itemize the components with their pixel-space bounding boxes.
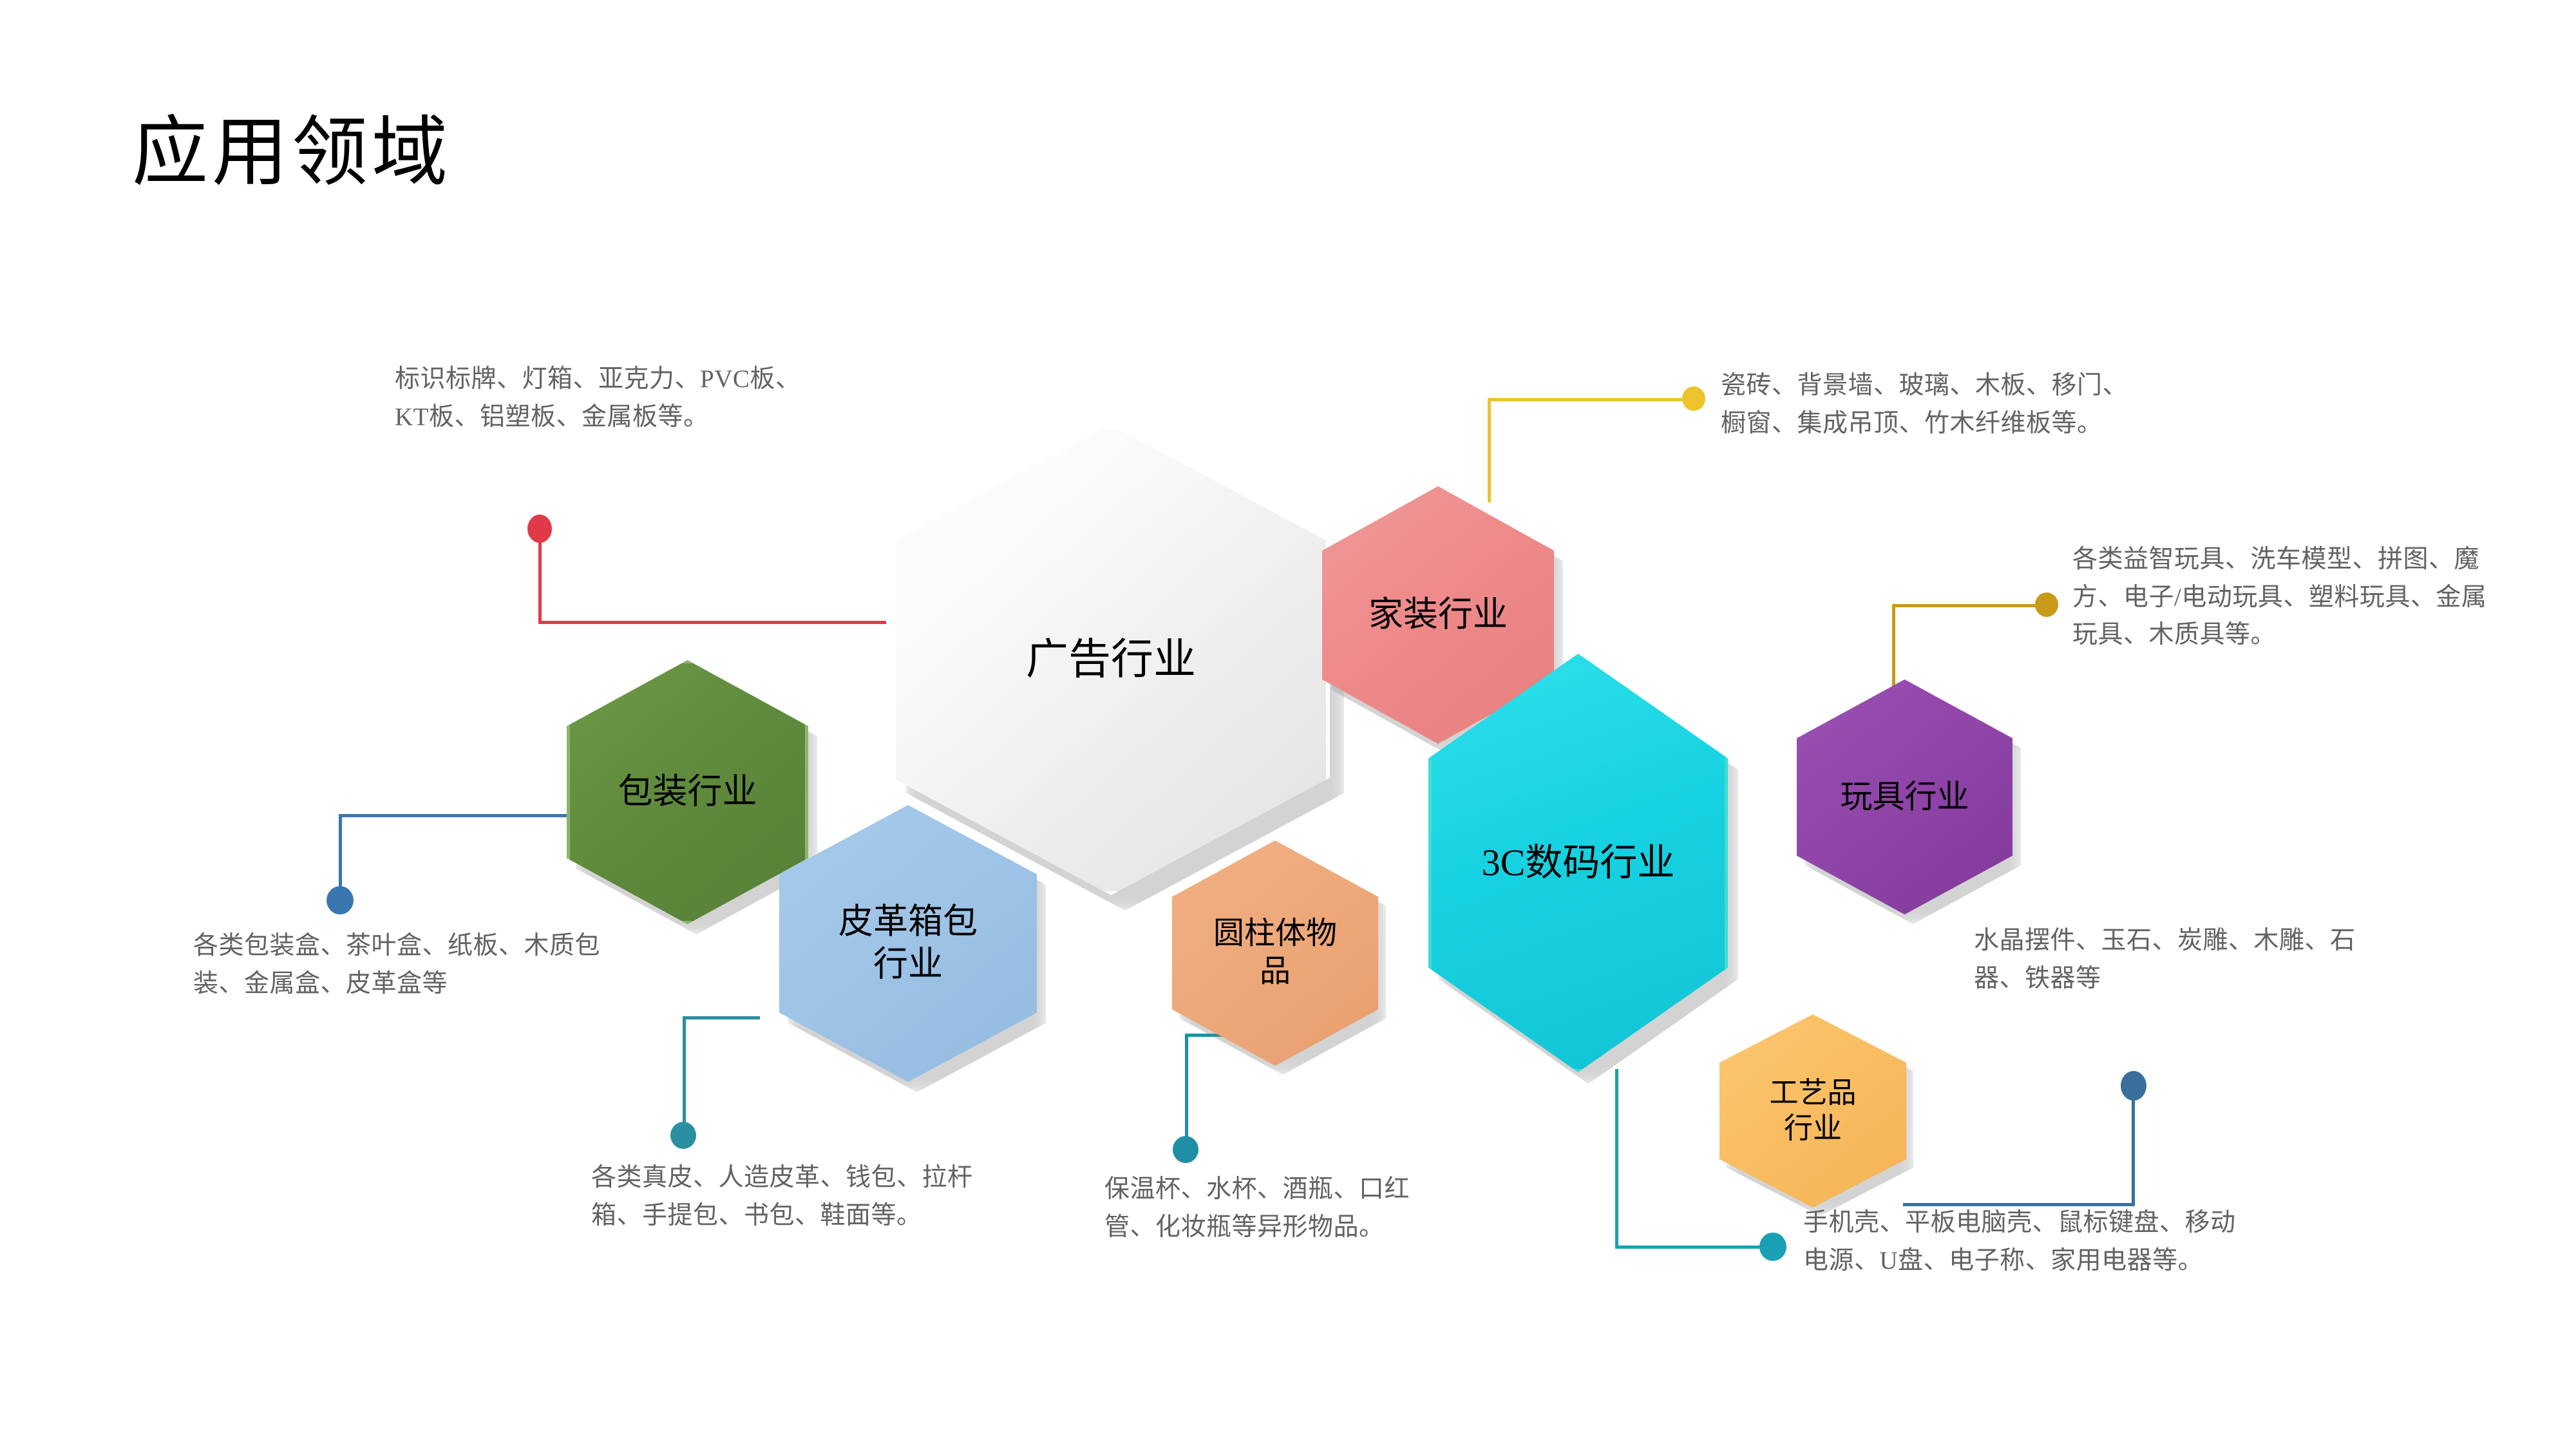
digital-3c-connector-hline — [1615, 1245, 1770, 1249]
hexagon-label-cylinder: 圆柱体物 品 — [1213, 916, 1337, 989]
toys-connector-hline — [1892, 604, 2047, 607]
toys-connector-dot — [2035, 592, 2058, 617]
packaging-connector-vline — [339, 814, 342, 898]
leather-bag-connector-dot — [670, 1122, 696, 1149]
hexagon-label-leather-bag: 皮革箱包 行业 — [838, 902, 978, 983]
callout-crafts: 水晶摆件、玉石、炭雕、木雕、石器、铁器等 — [1974, 927, 2356, 992]
hexagon-digital-3c[interactable]: 3C数码行业 — [1428, 654, 1738, 1084]
home-decor-connector-hline — [1488, 398, 1694, 401]
cylinder-connector-vline — [1185, 1034, 1188, 1146]
hexagon-toys[interactable]: 玩具行业 — [1797, 679, 2021, 924]
packaging-connector-hline — [339, 814, 567, 817]
crafts-connector-dot — [2121, 1071, 2146, 1101]
hexagon-body[interactable]: 包装行业 — [567, 660, 808, 924]
callout-packaging: 各类包装盒、茶叶盒、纸板、木质包装、金属盒、皮革盒等 — [193, 932, 601, 998]
hexagon-label-digital-3c: 3C数码行业 — [1481, 841, 1675, 884]
toys-connector-vline — [1892, 605, 1895, 708]
page-title: 应用领域 — [132, 111, 452, 195]
hexagon-crafts[interactable]: 工艺品 行业 — [1719, 1014, 1913, 1216]
digital-3c-connector-dot — [1759, 1233, 1786, 1261]
home-decor-connector-dot — [1682, 386, 1705, 411]
home-decor-connector-vline — [1488, 399, 1491, 502]
callout-leather-bag: 各类真皮、人造皮革、钱包、拉杆箱、手提包、书包、鞋面等。 — [591, 1164, 973, 1229]
hexagon-packaging[interactable]: 包装行业 — [567, 660, 817, 934]
crafts-connector-vline — [2132, 1096, 2135, 1204]
callout-digital-3c: 手机壳、平板电脑壳、鼠标键盘、移动电源、U盘、电子称、家用电器等。 — [1803, 1209, 2236, 1274]
advertising-connector-vline — [538, 540, 542, 622]
hexagon-advertising[interactable]: 广告行业 — [892, 425, 1344, 911]
hexagon-label-advertising: 广告行业 — [1026, 636, 1196, 683]
hexagon-label-packaging: 包装行业 — [618, 772, 757, 811]
crafts-connector-hline — [1903, 1203, 2135, 1206]
hexagon-body[interactable]: 3C数码行业 — [1428, 654, 1728, 1072]
callout-advertising: 标识标牌、灯箱、亚克力、PVC板、KT板、铝塑板、金属板等。 — [395, 365, 801, 431]
callout-home-decor: 瓷砖、背景墙、玻璃、木板、移门、橱窗、集成吊顶、竹木纤维板等。 — [1721, 372, 2128, 437]
hexagon-leather-bag[interactable]: 皮革箱包 行业 — [779, 805, 1046, 1092]
hexagon-label-crafts: 工艺品 行业 — [1769, 1077, 1857, 1144]
digital-3c-connector-vline — [1615, 1069, 1618, 1247]
advertising-connector-dot — [527, 515, 552, 543]
callout-toys: 各类益智玩具、洗车模型、拼图、魔方、电子/电动玩具、塑料玩具、金属玩具、木质具等… — [2072, 545, 2487, 649]
hexagon-label-home-decor: 家装行业 — [1368, 595, 1508, 634]
hexagon-label-toys: 玩具行业 — [1840, 779, 1969, 815]
hexagon-cylinder[interactable]: 圆柱体物 品 — [1172, 840, 1386, 1075]
advertising-connector-hline — [538, 621, 886, 624]
leather-bag-connector-hline — [683, 1016, 760, 1019]
leather-bag-connector-vline — [683, 1016, 686, 1132]
packaging-connector-dot — [327, 886, 354, 914]
cylinder-connector-dot — [1173, 1136, 1198, 1163]
callout-cylinder: 保温杯、水杯、酒瓶、口红管、化妆瓶等异形物品。 — [1104, 1175, 1410, 1241]
